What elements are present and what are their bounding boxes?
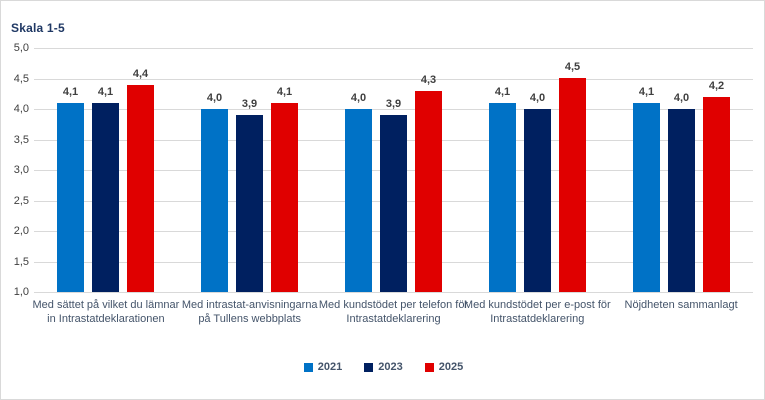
- bar-2023-group3: [380, 115, 407, 292]
- y-axis-tick-label: 1,0: [13, 286, 29, 298]
- bar-2025-group1: [127, 85, 154, 292]
- y-axis-tick-label: 5,0: [13, 42, 29, 54]
- y-axis-tick-label: 4,5: [13, 73, 29, 85]
- bar-2025-group4: [559, 78, 586, 292]
- bar-value-label: 4,1: [62, 86, 79, 98]
- bar-value-label: 4,1: [97, 86, 114, 98]
- y-axis-tick-label: 2,0: [13, 225, 29, 237]
- category-label: Med kundstödet per telefon för Intrastat…: [318, 299, 469, 325]
- bar-2025-group5: [703, 97, 730, 292]
- bar-value-label: 4,5: [564, 61, 581, 73]
- bar-2023-group4: [524, 109, 551, 292]
- bar-value-label: 4,1: [494, 86, 511, 98]
- legend-label: 2023: [378, 361, 403, 373]
- bar-value-label: 3,9: [385, 98, 402, 110]
- y-axis-tick-label: 1,5: [13, 256, 29, 268]
- y-axis-tick-label: 3,0: [13, 164, 29, 176]
- bar-2023-group1: [92, 103, 119, 292]
- gridline: [34, 48, 753, 49]
- legend-item-2023: 2023: [364, 361, 403, 373]
- bar-value-label: 4,0: [529, 92, 546, 104]
- legend-item-2025: 2025: [424, 361, 464, 373]
- bar-2021-group5: [633, 103, 660, 292]
- bar-value-label: 4,0: [673, 92, 690, 104]
- y-axis-tick-label: 3,5: [13, 134, 29, 146]
- bar-value-label: 4,0: [350, 92, 367, 104]
- bar-2023-group2: [236, 115, 263, 292]
- legend-swatch-2025: [424, 362, 434, 372]
- bar-2025-group3: [415, 91, 442, 292]
- bar-value-label: 4,1: [276, 86, 293, 98]
- chart-title: Skala 1-5: [11, 21, 65, 35]
- category-label: Nöjdheten sammanlagt: [624, 299, 738, 311]
- bar-2021-group2: [201, 109, 228, 292]
- category-label: Med sättet på vilket du lämnar in Intras…: [32, 299, 180, 325]
- category-label: Med intrastat-anvisningarna på Tullens w…: [181, 299, 318, 325]
- bar-2021-group4: [489, 103, 516, 292]
- y-axis-tick-label: 4,0: [13, 103, 29, 115]
- bar-2023-group5: [668, 109, 695, 292]
- gridline: [34, 292, 753, 293]
- category-label: Med kundstödet per e-post för Intrastatd…: [463, 299, 611, 325]
- legend-label: 2021: [317, 361, 343, 373]
- bar-2021-group3: [345, 109, 372, 292]
- bar-value-label: 4,4: [132, 68, 149, 80]
- legend-item-2021: 2021: [303, 361, 343, 373]
- legend: 2021 2023 2025: [1, 361, 764, 373]
- bar-2025-group2: [271, 103, 298, 292]
- legend-swatch-2023: [364, 362, 374, 372]
- bar-value-label: 4,3: [420, 74, 437, 86]
- legend-label: 2025: [438, 361, 464, 373]
- bar-value-label: 3,9: [241, 98, 258, 110]
- y-axis-tick-label: 2,5: [13, 195, 29, 207]
- gridline: [34, 109, 753, 110]
- bar-value-label: 4,0: [206, 92, 223, 104]
- bar-value-label: 4,1: [638, 86, 655, 98]
- gridline: [34, 79, 753, 80]
- legend-swatch-2021: [303, 362, 313, 372]
- bar-2021-group1: [57, 103, 84, 292]
- bar-value-label: 4,2: [708, 80, 725, 92]
